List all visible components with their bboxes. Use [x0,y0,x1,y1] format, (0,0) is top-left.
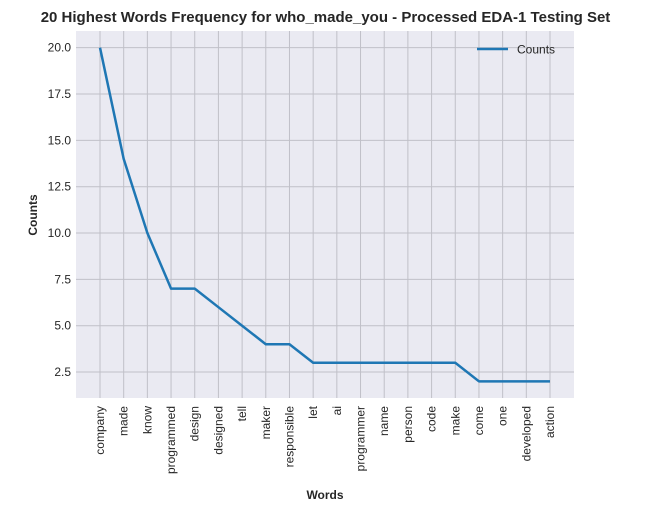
x-tick-label: made [117,406,131,436]
x-tick-label: responsible [282,406,296,468]
y-tick-label: 2.5 [54,365,71,379]
x-tick-label: programmed [164,406,178,474]
x-tick-label: person [401,406,415,443]
x-tick-label: tell [235,406,249,421]
legend: Counts [477,43,555,57]
y-tick-labels: 2.5 5.0 7.5 10.0 12.5 15.0 17.5 20.0 [48,41,72,379]
x-tick-label: action [543,406,557,438]
y-tick-label: 10.0 [48,226,72,240]
y-tick-label: 15.0 [48,133,72,147]
x-tick-label: programmer [354,406,368,471]
chart-title: 20 Highest Words Frequency for who_made_… [41,9,611,26]
y-tick-label: 12.5 [48,180,72,194]
series-line-counts [98,47,550,383]
x-axis-label: Words [306,488,343,502]
plot-area [76,31,574,398]
x-tick-label: company [93,406,107,455]
y-axis-label: Counts [26,194,40,236]
x-tick-label: maker [259,406,273,439]
grid-lines [76,31,574,398]
x-tick-label: designed [211,406,225,455]
x-tick-labels: company made know programmed design designed t… [93,405,557,474]
x-tick-label: design [188,406,202,441]
x-tick-label: make [448,406,462,436]
x-tick-label: ai [330,406,344,415]
legend-label-counts: Counts [517,43,555,57]
x-tick-label: code [425,406,439,432]
x-tick-label: developed [519,406,533,461]
y-tick-label: 5.0 [54,319,71,333]
y-tick-label: 17.5 [48,87,72,101]
x-tick-label: name [377,406,391,436]
x-tick-label: one [496,406,510,426]
x-tick-label: know [140,406,154,434]
y-tick-label: 7.5 [54,272,71,286]
y-tick-label: 20.0 [48,41,72,55]
x-tick-label: let [306,405,320,418]
x-tick-label: come [472,406,486,436]
